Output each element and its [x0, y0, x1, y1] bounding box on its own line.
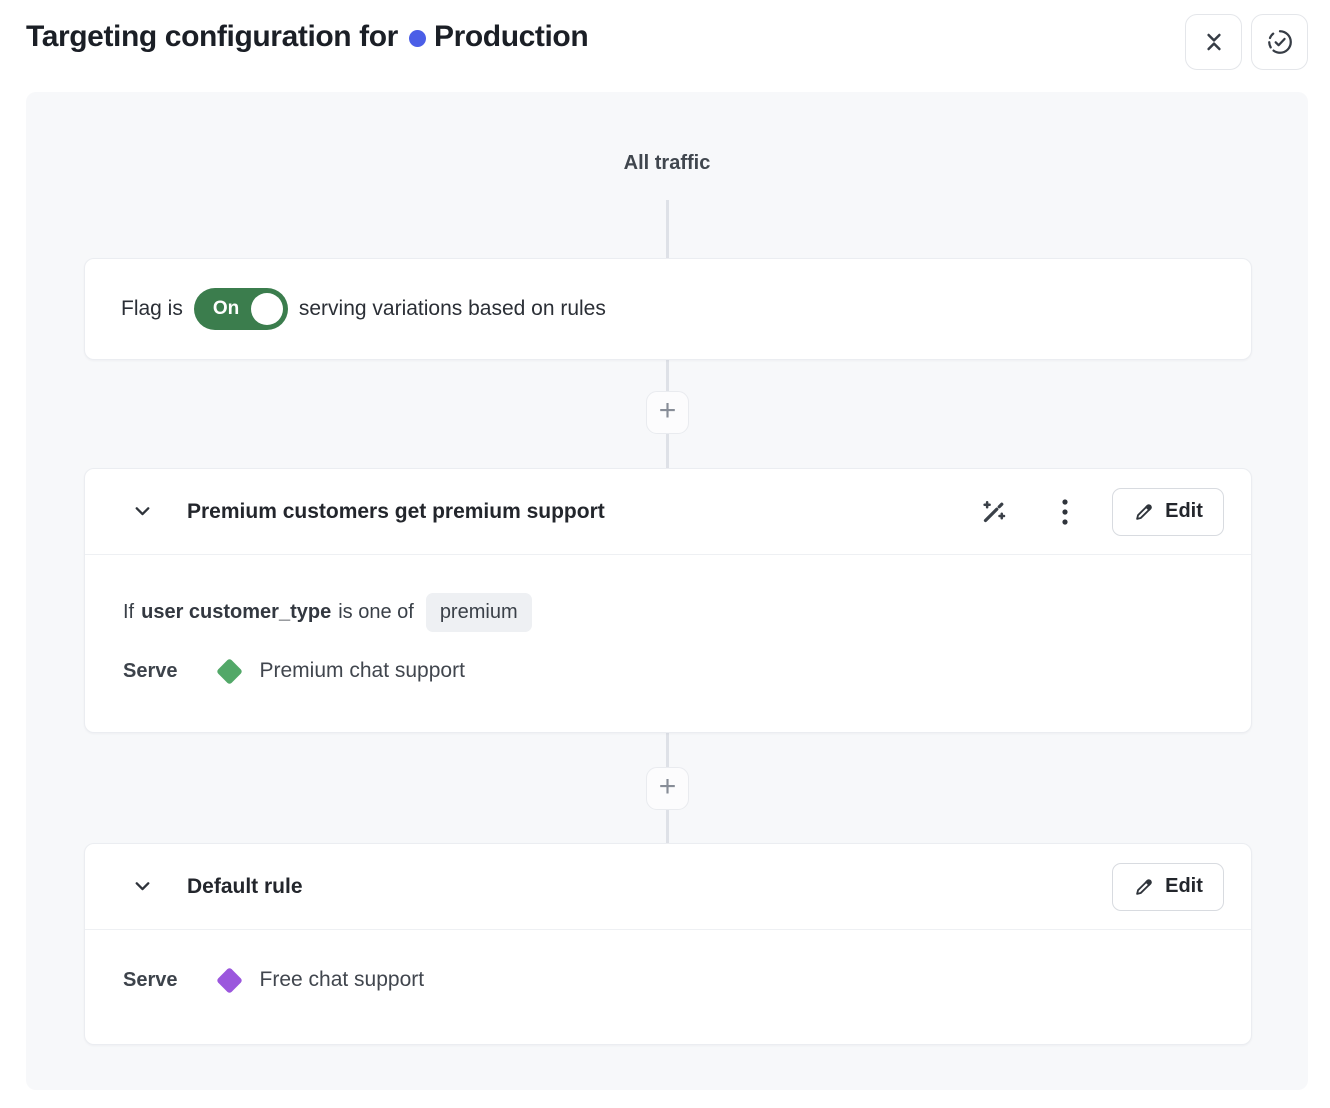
flag-text-before: Flag is [121, 297, 183, 320]
rule-card-header: Premium customers get premium support [85, 469, 1251, 555]
condition-prefix: If [123, 601, 135, 623]
toggle-knob [250, 293, 283, 325]
kebab-menu-icon [1061, 498, 1069, 526]
default-rule-edit-button[interactable]: Edit [1112, 862, 1224, 911]
flag-toggle[interactable]: On [193, 288, 288, 330]
default-rule-header: Default rule Edit [85, 844, 1251, 930]
chevron-down-icon [131, 500, 154, 523]
pencil-icon [1133, 876, 1155, 898]
rule-condition: If user customer_type is one of premium [123, 593, 532, 632]
magic-wand-button[interactable] [978, 496, 1010, 528]
serve-row: Serve Free chat support [123, 966, 425, 994]
review-changes-button[interactable] [1251, 14, 1308, 70]
add-rule-button[interactable]: + [646, 767, 689, 810]
default-rule-card: Default rule Edit Serve Free chat suppor… [84, 843, 1252, 1045]
variation-diamond-icon [215, 657, 243, 685]
condition-operator: is one of [338, 601, 414, 623]
plus-icon: + [658, 770, 677, 803]
collapse-icon [1201, 29, 1227, 55]
add-rule-button[interactable]: + [646, 391, 689, 434]
rule-title: Premium customers get premium support [187, 499, 605, 523]
default-rule-title: Default rule [187, 874, 303, 898]
all-traffic-label: All traffic [623, 152, 711, 174]
rule-collapse-button[interactable] [129, 499, 155, 525]
edit-button-label: Edit [1165, 500, 1203, 522]
condition-value-chip: premium [425, 593, 532, 632]
serve-label: Serve [123, 968, 178, 991]
rule-edit-button[interactable]: Edit [1112, 487, 1224, 536]
variation-name: Free chat support [259, 968, 425, 991]
flag-status-card: Flag is On serving variations based on r… [84, 258, 1252, 360]
page-title-text: Targeting configuration for [26, 20, 398, 53]
environment-name: Production [433, 20, 589, 53]
collapse-all-button[interactable] [1185, 14, 1242, 70]
rule-overflow-menu-button[interactable] [1052, 496, 1078, 528]
flag-text-after: serving variations based on rules [298, 297, 606, 320]
page-title: Targeting configuration for Production [26, 20, 589, 54]
targeting-panel: All traffic Flag is On serving variation… [26, 92, 1308, 1090]
condition-attribute: user customer_type [141, 601, 332, 623]
environment-dot-icon [408, 29, 426, 47]
magic-wand-icon [979, 497, 1009, 527]
connector-line [666, 200, 669, 258]
serve-row: Serve Premium chat support [123, 657, 465, 685]
check-circle-dashed-icon [1266, 28, 1294, 56]
plus-icon: + [658, 394, 677, 427]
chevron-down-icon [131, 875, 154, 898]
pencil-icon [1133, 501, 1155, 523]
header-actions [1185, 14, 1308, 70]
serve-label: Serve [123, 659, 178, 682]
default-rule-collapse-button[interactable] [129, 874, 155, 900]
page-header: Targeting configuration for Production [0, 0, 1330, 92]
variation-name: Premium chat support [259, 659, 465, 682]
flag-toggle-label: On [212, 298, 240, 319]
edit-button-label: Edit [1165, 875, 1203, 897]
variation-diamond-icon [215, 966, 243, 994]
rule-card: Premium customers get premium support [84, 468, 1252, 733]
